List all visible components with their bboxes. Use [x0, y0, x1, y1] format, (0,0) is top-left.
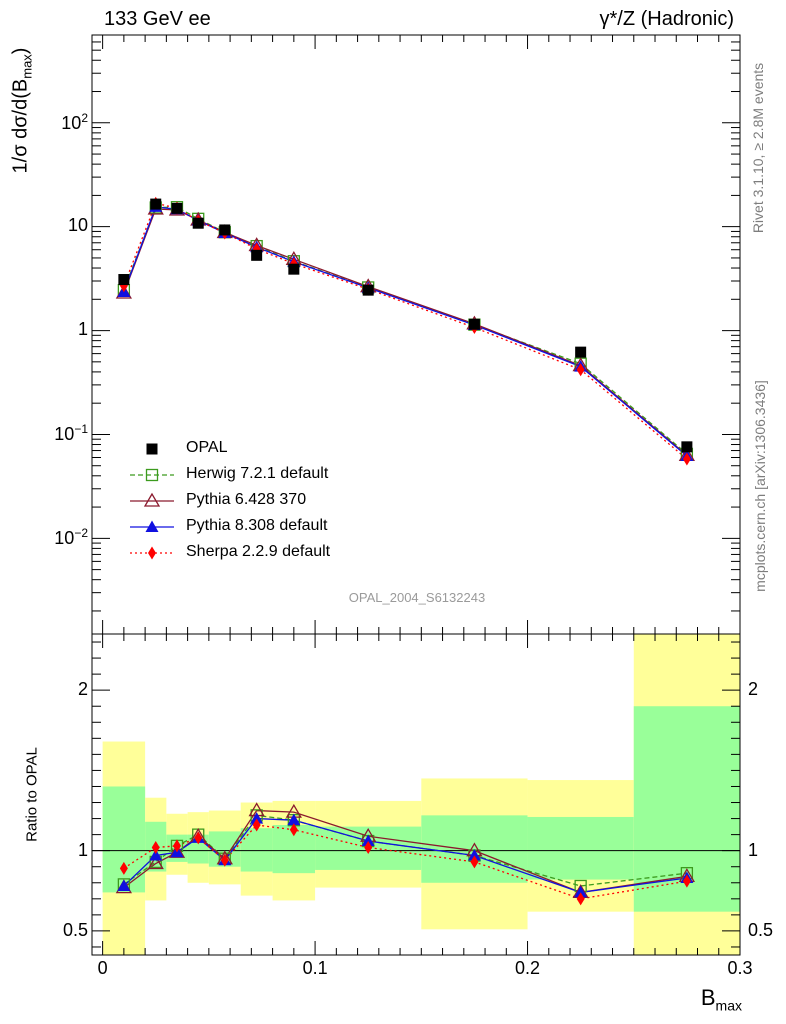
y-tick-label: 1 [77, 318, 88, 339]
ratio-point-pythia8 [467, 848, 481, 861]
x-tick-label: 0.1 [302, 958, 328, 978]
ratio-uncertainty-bands [102, 634, 740, 955]
band-inner [527, 816, 634, 880]
ratio-point-sherpa [252, 818, 261, 832]
ratio-point-sherpa [364, 840, 373, 854]
y-tick-label: 10−2 [54, 526, 88, 549]
ratio-point-pythia6 [147, 855, 164, 870]
point-opal [362, 284, 374, 296]
ratio-point-pythia8 [574, 885, 588, 898]
legend-label: Pythia 6.428 370 [186, 491, 307, 508]
ratio-point-sherpa [220, 853, 229, 867]
point-opal [288, 263, 300, 275]
point-opal [681, 441, 693, 453]
point-opal [468, 318, 480, 330]
series-line-herwig [123, 206, 688, 455]
point-opal [150, 198, 162, 210]
ratio-point-pythia8 [250, 812, 264, 824]
ratio-point-pythia8 [117, 879, 131, 891]
legend-symbol [145, 468, 159, 482]
point-sherpa [576, 363, 585, 377]
ratio-tick-label: 0.5 [748, 919, 774, 940]
legend-symbol [148, 546, 156, 560]
rivet-version-label: Rivet 3.1.10, ≥ 2.8M events [750, 62, 766, 234]
ratio-tick-label: 2 [748, 679, 759, 700]
x-tick-label: 0 [97, 958, 108, 978]
ratio-plot-frame [91, 633, 741, 956]
legend-label: Pythia 8.308 default [186, 517, 328, 534]
series-line-pythia8 [123, 206, 688, 457]
ratio-tick-label: 0.5 [62, 919, 88, 940]
ratio-point-sherpa [172, 839, 181, 853]
ratio-point-pythia8 [361, 834, 375, 847]
legend-marker-sherpa [130, 546, 174, 560]
x-tick-label: 0.3 [727, 958, 753, 978]
point-opal [192, 217, 204, 229]
x-axis-label: Bmax [700, 985, 742, 1014]
point-opal [219, 224, 231, 236]
ratio-point-sherpa [151, 840, 160, 854]
ratio-tick-label: 1 [77, 839, 88, 860]
legend-symbol [143, 492, 161, 507]
ratio-tick-label: 2 [77, 679, 88, 700]
band-inner [240, 828, 273, 872]
legend-label: OPAL [186, 439, 228, 456]
main-plot-series [115, 196, 696, 466]
ratio-point-sherpa [119, 861, 128, 875]
ratio-plot-border [91, 633, 741, 956]
ratio-point-sherpa [470, 855, 479, 869]
y-tick-label: 10 [67, 214, 88, 235]
analysis-id-label: OPAL_2004_S6132243 [348, 590, 486, 605]
energy-label: 133 GeV ee [104, 8, 211, 30]
legend-label: Herwig 7.2.1 default [186, 465, 329, 482]
point-opal [575, 346, 587, 358]
ratio-line-pythia6 [123, 809, 687, 894]
legend-marker-pythia8 [130, 520, 174, 532]
point-opal [171, 202, 183, 214]
series-line-pythia6 [123, 208, 688, 456]
ratio-point-sherpa [194, 831, 203, 845]
legend-marker-data [146, 443, 158, 455]
ratio-point-pythia8 [149, 848, 163, 861]
legend-marker-herwig [130, 468, 174, 482]
x-tick-label: 0.2 [515, 958, 541, 978]
point-opal [251, 249, 263, 261]
legend-symbol [146, 443, 158, 455]
ratio-plot-series [115, 802, 696, 906]
series-line-sherpa [123, 202, 688, 460]
ratio-point-sherpa [289, 823, 298, 837]
ratio-point-pythia8 [287, 813, 301, 826]
y-tick-label: 102 [61, 110, 88, 133]
legend-symbol [145, 520, 159, 532]
point-sherpa [682, 452, 691, 466]
legend-marker-pythia6 [130, 492, 174, 507]
ratio-tick-label: 1 [748, 839, 759, 860]
point-opal [118, 274, 130, 286]
mcplots-credit-label: mcplots.cern.ch [arXiv:1306.3436] [752, 380, 768, 592]
legend-label: Sherpa 2.2.9 default [186, 543, 331, 560]
main-plot-frame [91, 34, 741, 635]
ratio-point-sherpa [682, 874, 691, 888]
ratio-point-sherpa [576, 892, 585, 906]
process-label: γ*/Z (Hadronic) [599, 8, 734, 30]
y-tick-label: 10−1 [54, 422, 88, 445]
